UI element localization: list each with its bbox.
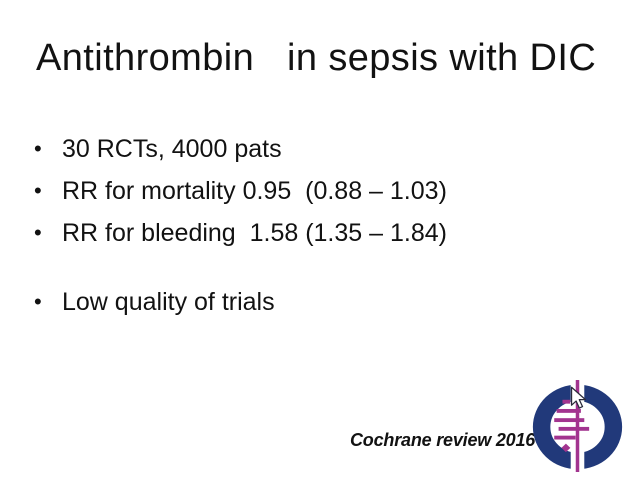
slide-title: Antithrombin in sepsis with DIC bbox=[36, 37, 597, 79]
citation-text: Cochrane review 2016 bbox=[350, 430, 536, 450]
bullet-text: RR for bleeding 1.58 (1.35 – 1.84) bbox=[62, 219, 447, 247]
bullet-dot-icon: • bbox=[34, 136, 42, 161]
mouse-cursor-icon bbox=[570, 386, 587, 410]
bullet-text: Low quality of trials bbox=[62, 288, 275, 316]
bullet-dot-icon: • bbox=[34, 178, 42, 203]
bullet-list: • 30 RCTs, 4000 pats • RR for mortality … bbox=[34, 128, 447, 323]
bullet-dot-icon: • bbox=[34, 220, 42, 245]
bullet-item: • 30 RCTs, 4000 pats bbox=[34, 128, 447, 170]
bullet-text: 30 RCTs, 4000 pats bbox=[62, 135, 282, 163]
bullet-item: • Low quality of trials bbox=[34, 281, 447, 323]
bullet-text: RR for mortality 0.95 (0.88 – 1.03) bbox=[62, 177, 447, 205]
bullet-item: • RR for mortality 0.95 (0.88 – 1.03) bbox=[34, 170, 447, 212]
bullet-dot-icon: • bbox=[34, 289, 42, 314]
bullet-item: • RR for bleeding 1.58 (1.35 – 1.84) bbox=[34, 212, 447, 254]
